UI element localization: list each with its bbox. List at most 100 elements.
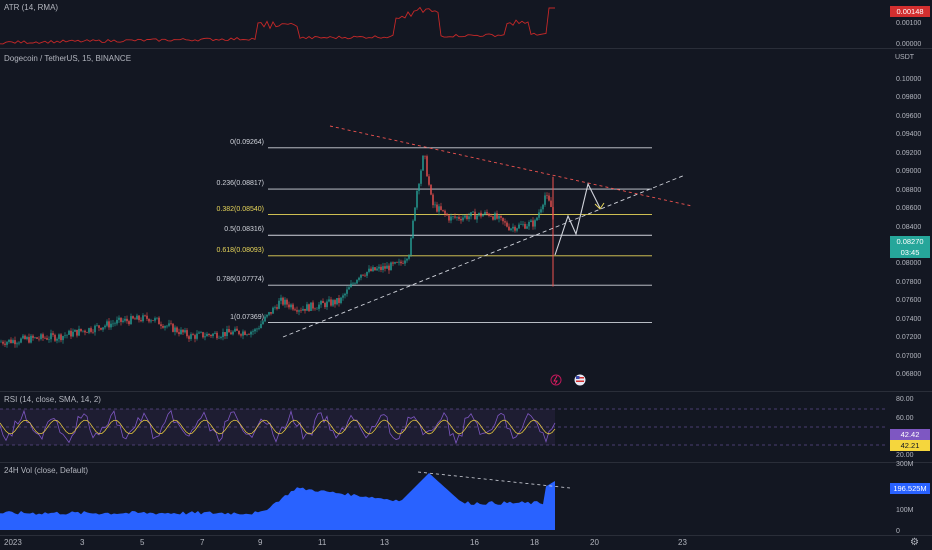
candle-body	[336, 298, 338, 305]
atr-value-tag: 0.00148	[890, 6, 930, 17]
candle-body	[430, 184, 432, 195]
candle-body	[466, 215, 468, 220]
candle-body	[506, 222, 508, 227]
candle-body	[14, 340, 16, 345]
candle-body	[516, 228, 518, 231]
candle-body	[56, 338, 58, 341]
candle-body	[94, 325, 96, 333]
price-axis-label: 0.10000	[896, 76, 922, 83]
atr-axis-label: 0.00100	[896, 20, 922, 27]
candle-body	[376, 268, 378, 271]
candle-body	[214, 332, 216, 334]
candle-body	[68, 330, 70, 335]
candle-body	[28, 337, 30, 343]
candle-body	[52, 333, 54, 335]
candle-body	[496, 213, 498, 219]
candle-body	[368, 268, 370, 272]
symbol-legend[interactable]: Dogecoin / TetherUS, 15, BINANCE	[4, 54, 132, 63]
candle-body	[432, 194, 434, 206]
candle-body	[452, 216, 454, 217]
candle-body	[60, 334, 62, 341]
candle-body	[102, 327, 104, 330]
candle-body	[230, 332, 232, 335]
candle-body	[24, 335, 26, 340]
candle-body	[172, 323, 174, 332]
candle-body	[184, 330, 186, 333]
price-axis-label: 0.07200	[896, 334, 922, 342]
candle-body	[404, 260, 406, 264]
candle-body	[302, 308, 304, 311]
candle-body	[136, 315, 138, 320]
rsi-pane[interactable]: RSI (14, close, SMA, 14, 2) 80.00 60.00 …	[0, 392, 932, 462]
candle-body	[12, 340, 14, 343]
volume-trendline	[417, 471, 571, 489]
candle-body	[458, 216, 460, 219]
atr-legend[interactable]: ATR (14, RMA)	[4, 3, 59, 12]
candle-body	[40, 334, 42, 339]
pane-separator[interactable]	[0, 462, 932, 463]
candle-body	[348, 287, 350, 290]
candle-body	[58, 334, 60, 339]
us-flag-icon	[576, 376, 580, 379]
candle-body	[310, 302, 312, 311]
candle-body	[526, 226, 528, 229]
price-axis-label: 0.07400	[896, 315, 922, 323]
candle-body	[218, 337, 220, 339]
candle-body	[414, 207, 416, 221]
candle-body	[2, 341, 4, 344]
candle-body	[482, 214, 484, 217]
candle-body	[100, 327, 102, 330]
candle-body	[162, 326, 164, 328]
candle-body	[316, 308, 318, 310]
price-axis-label: 0.09800	[896, 94, 922, 102]
atr-pane[interactable]: ATR (14, RMA) 0.00148 0.00100 0.00000	[0, 0, 932, 48]
time-axis-label: 3	[80, 538, 85, 547]
candle-body	[72, 331, 74, 337]
candle-body	[324, 303, 326, 308]
candle-body	[48, 339, 50, 340]
candle-body	[90, 328, 92, 332]
candle-body	[486, 212, 488, 214]
atr-line	[0, 6, 555, 45]
candle-body	[200, 332, 202, 333]
candle-body	[242, 331, 244, 336]
pane-separator[interactable]	[0, 48, 932, 49]
pane-separator[interactable]	[0, 391, 932, 392]
candle-body	[420, 170, 422, 184]
candle-body	[240, 334, 242, 336]
time-axis-label: 2023	[4, 538, 22, 547]
candle-body	[234, 328, 236, 332]
fib-level-label: 0.786(0.07774)	[216, 276, 264, 284]
candle-body	[216, 332, 218, 339]
candle-body	[356, 279, 358, 284]
volume-area	[0, 473, 555, 530]
price-axis-label: 0.06800	[896, 371, 922, 378]
projection-arrow	[594, 202, 605, 210]
fib-level-label: 0(0.09264)	[230, 138, 264, 146]
candle-body	[392, 262, 394, 264]
volume-legend[interactable]: 24H Vol (close, Default)	[4, 466, 89, 475]
candle-body	[126, 318, 128, 322]
candle-body	[78, 328, 80, 336]
candle-body	[312, 302, 314, 309]
candle-body	[166, 325, 168, 327]
candle-body	[346, 289, 348, 294]
candle-body	[210, 334, 212, 337]
volume-pane[interactable]: 24H Vol (close, Default) 300M 196.525M 1…	[0, 461, 932, 535]
gear-icon[interactable]: ⚙	[910, 537, 919, 548]
candle-body	[396, 262, 398, 263]
candle-body	[410, 237, 412, 256]
rsi-legend[interactable]: RSI (14, close, SMA, 14, 2)	[4, 395, 101, 404]
candle-body	[264, 316, 266, 322]
time-axis-label: 18	[530, 538, 539, 547]
candle-body	[112, 323, 114, 325]
main-chart-pane[interactable]: Dogecoin / TetherUS, 15, BINANCE USDT	[0, 49, 932, 390]
candle-body	[544, 195, 546, 205]
candle-body	[394, 262, 396, 264]
candle-body	[228, 329, 230, 333]
candle-body	[306, 304, 308, 311]
candle-body	[424, 155, 426, 157]
fib-level-label: 0.382(0.08540)	[216, 205, 264, 213]
candle-body	[212, 333, 214, 337]
